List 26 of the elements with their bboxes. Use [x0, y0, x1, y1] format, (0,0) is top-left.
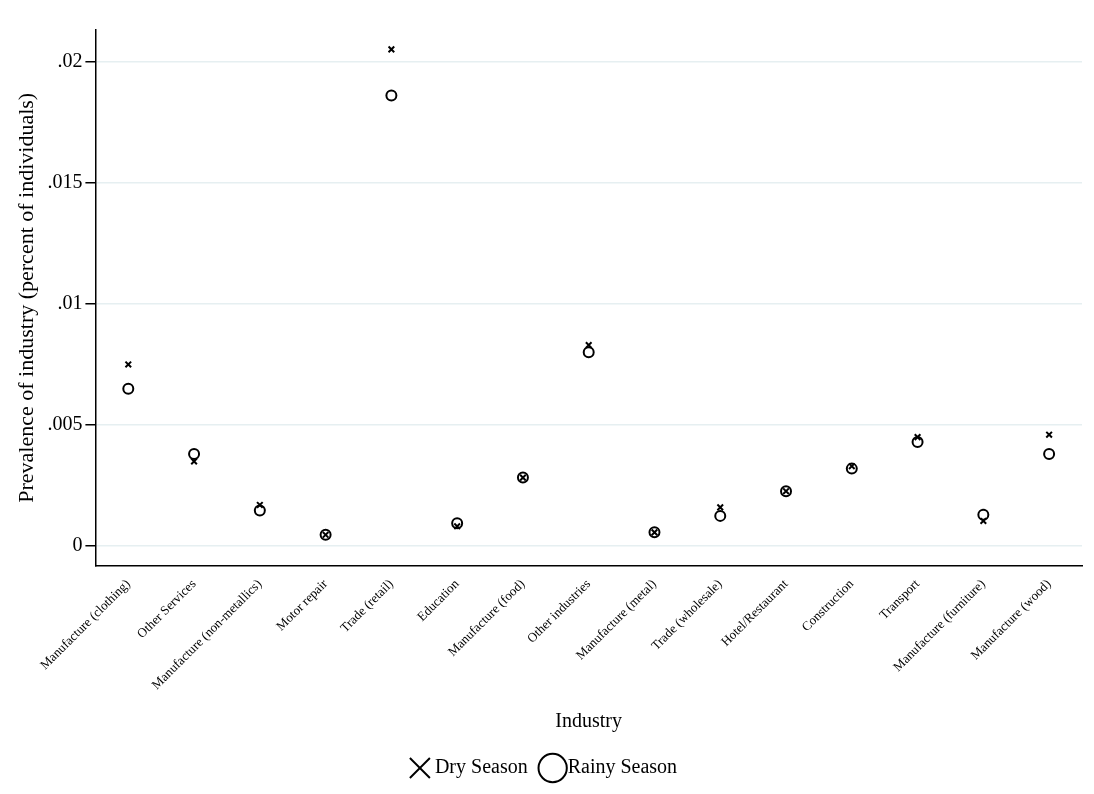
point	[122, 382, 135, 395]
point	[188, 448, 201, 461]
point	[190, 457, 198, 466]
y-axis-title: Prevalence of industry (percent of individuals)	[12, 92, 38, 503]
point	[847, 462, 856, 471]
point	[253, 504, 266, 517]
y-tick-label: .015	[47, 169, 83, 192]
point	[845, 462, 858, 475]
y-tick-label: .02	[57, 48, 83, 71]
point	[1043, 448, 1056, 461]
y-tick-label: .01	[57, 291, 83, 314]
point	[911, 435, 924, 448]
point	[451, 517, 464, 530]
point	[716, 503, 725, 512]
point	[387, 45, 396, 54]
point	[979, 517, 988, 525]
point	[714, 509, 727, 522]
point	[582, 346, 595, 359]
point	[124, 360, 133, 369]
y-tick-label: .005	[47, 412, 83, 435]
point	[385, 89, 398, 102]
x-axis-title: Industry	[555, 709, 623, 733]
legend-label: Rainy Season	[567, 755, 678, 779]
y-tick-label: 0	[72, 533, 83, 556]
legend-label: Dry Season	[434, 755, 528, 779]
point	[977, 508, 990, 521]
